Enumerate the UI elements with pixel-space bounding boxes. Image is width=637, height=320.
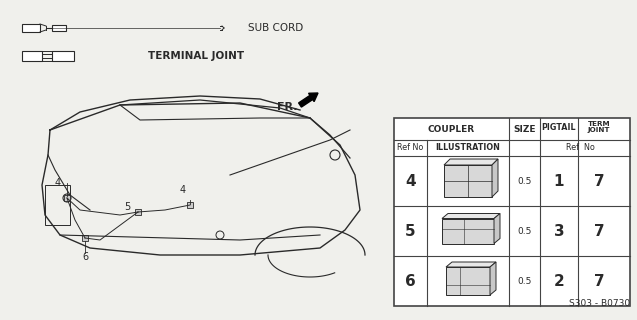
- Text: 1: 1: [554, 173, 564, 188]
- Polygon shape: [442, 213, 500, 219]
- Bar: [446, 267, 490, 295]
- Text: FR.: FR.: [278, 102, 298, 112]
- Text: PIGTAIL: PIGTAIL: [541, 123, 576, 132]
- Text: 0.5: 0.5: [517, 227, 532, 236]
- Polygon shape: [492, 159, 498, 197]
- Bar: [64, 195, 70, 201]
- Text: ILLUSTRATION: ILLUSTRATION: [436, 143, 501, 153]
- Polygon shape: [444, 159, 498, 165]
- Bar: [22, 51, 42, 61]
- Text: SIZE: SIZE: [513, 124, 536, 133]
- Text: 0.5: 0.5: [517, 177, 532, 186]
- Text: TERMINAL JOINT: TERMINAL JOINT: [148, 51, 244, 61]
- Text: 4: 4: [405, 173, 416, 188]
- Polygon shape: [446, 262, 496, 267]
- Bar: [394, 118, 630, 306]
- Text: 7: 7: [594, 274, 605, 289]
- Text: 3: 3: [554, 223, 564, 238]
- Text: S303 - B0730: S303 - B0730: [569, 299, 630, 308]
- Text: 6: 6: [82, 252, 88, 262]
- Bar: [52, 25, 66, 31]
- Bar: [442, 219, 494, 244]
- Bar: [135, 209, 141, 215]
- Text: 4: 4: [180, 185, 186, 195]
- Text: 2: 2: [554, 274, 564, 289]
- Text: Ref  No: Ref No: [566, 143, 594, 153]
- Bar: [394, 118, 630, 306]
- Text: TERM
JOINT: TERM JOINT: [588, 121, 610, 133]
- Text: Ref No: Ref No: [397, 143, 424, 153]
- Bar: [22, 24, 40, 32]
- Text: 5: 5: [405, 223, 416, 238]
- FancyArrow shape: [299, 93, 318, 107]
- Polygon shape: [490, 262, 496, 295]
- Polygon shape: [494, 213, 500, 244]
- Bar: [82, 235, 88, 241]
- Bar: [45, 185, 70, 225]
- Text: 6: 6: [405, 274, 416, 289]
- Bar: [187, 202, 193, 208]
- Bar: [444, 165, 492, 197]
- Text: 7: 7: [594, 223, 605, 238]
- Bar: [52, 51, 74, 61]
- Text: COUPLER: COUPLER: [428, 124, 475, 133]
- Text: 4: 4: [55, 178, 61, 188]
- Text: 5: 5: [124, 202, 130, 212]
- Text: SUB CORD: SUB CORD: [248, 23, 303, 33]
- Text: 7: 7: [594, 173, 605, 188]
- Text: 0.5: 0.5: [517, 276, 532, 285]
